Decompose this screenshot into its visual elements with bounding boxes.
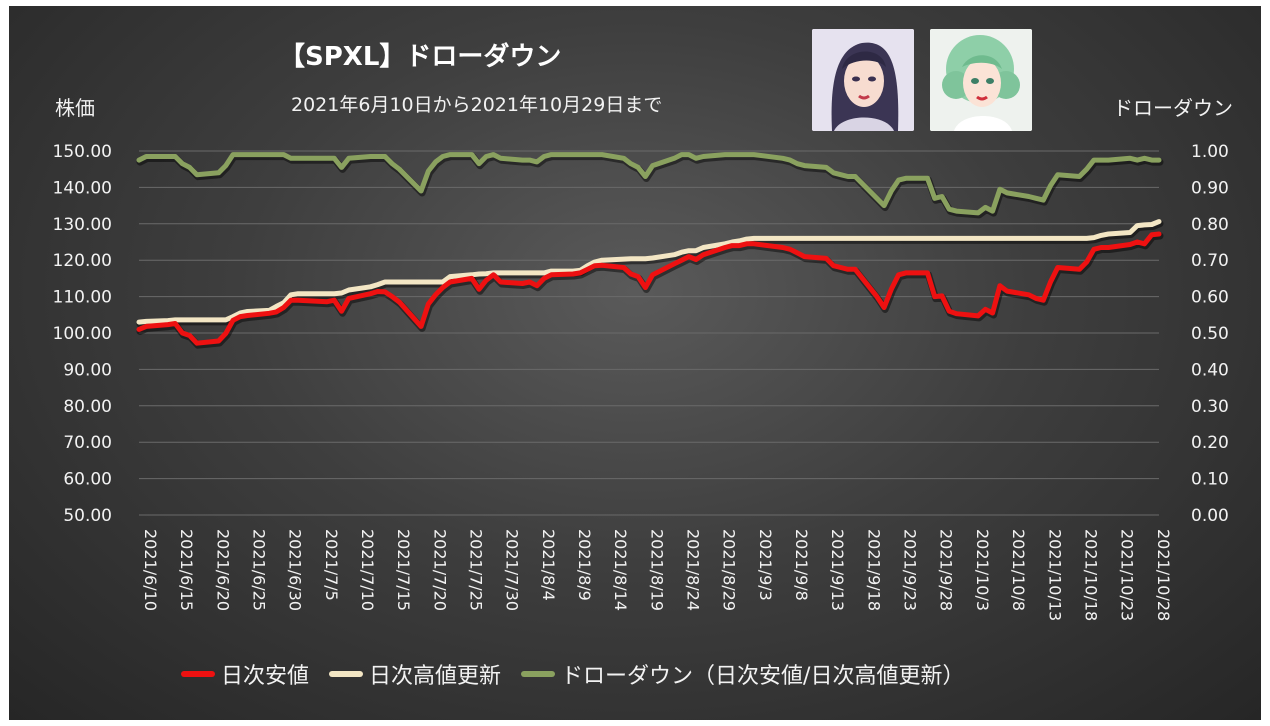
y-left-tick-label: 80.00 — [63, 397, 112, 417]
x-tick-label: 2021/6/20 — [213, 529, 232, 611]
x-tick-label: 2021/9/18 — [864, 529, 883, 611]
x-tick-label: 2021/10/28 — [1154, 529, 1173, 621]
x-tick-label: 2021/10/8 — [1009, 529, 1028, 611]
x-tick-label: 2021/6/30 — [286, 529, 305, 611]
y-right-tick-label: 1.00 — [1191, 142, 1229, 162]
chart-svg: 150.00 140.00 130.00 120.00 110.00 100.00 90.0… — [53, 142, 1229, 621]
y-left-tick-label: 50.00 — [63, 506, 112, 526]
x-tick-label: 2021/9/28 — [937, 529, 956, 611]
x-tick-label: 2021/8/19 — [647, 529, 666, 611]
y-right-tick-label: 0.90 — [1191, 178, 1229, 198]
x-tick-label: 2021/9/23 — [901, 529, 920, 611]
y-right-tick-label: 0.80 — [1191, 215, 1229, 235]
x-tick-label: 2021/7/10 — [358, 529, 377, 611]
y-right-tick-label: 0.30 — [1191, 397, 1229, 417]
x-tick-label: 2021/6/15 — [177, 529, 196, 611]
chart-title: 【SPXL】ドローダウン — [279, 42, 562, 72]
legend-item-drawdown: ドローダウン（日次安値/日次高値更新） — [521, 658, 964, 690]
x-tick-label: 2021/10/3 — [973, 529, 992, 611]
x-tick-label: 2021/8/9 — [575, 529, 594, 601]
y-left-tick-label: 90.00 — [63, 360, 112, 380]
x-tick-label: 2021/8/4 — [539, 529, 558, 601]
chart-subtitle: 2021年6月10日から2021年10月29日まで — [291, 94, 663, 116]
legend-swatch-price — [181, 671, 215, 677]
y-right-tick-label: 0.20 — [1191, 433, 1229, 453]
x-tick-label: 2021/8/29 — [720, 529, 739, 611]
legend-label-high: 日次高値更新 — [369, 664, 502, 689]
x-tick-label: 2021/7/25 — [467, 529, 486, 611]
y-right-tick-label: 0.00 — [1191, 506, 1229, 526]
legend-swatch-high — [329, 671, 364, 677]
x-tick-label: 2021/7/20 — [430, 529, 449, 611]
y-left-tick-label: 140.00 — [53, 178, 112, 198]
y-left-tick-label: 110.00 — [53, 288, 112, 308]
legend-item-high: 日次高値更新 — [329, 658, 501, 690]
y-right-tick-label: 0.10 — [1191, 470, 1229, 490]
x-tick-label: 2021/10/23 — [1118, 529, 1137, 621]
x-tick-label: 2021/7/30 — [503, 529, 522, 611]
y-left-tick-label: 120.00 — [53, 251, 112, 271]
x-tick-label: 2021/10/13 — [1045, 529, 1064, 621]
legend-label-drawdown: ドローダウン（日次安値/日次高値更新） — [561, 664, 965, 689]
y-axis-left-label: 株価 — [55, 96, 95, 120]
y-left-tick-label: 150.00 — [53, 142, 112, 162]
y-right-tick-label: 0.40 — [1191, 360, 1229, 380]
x-tick-label: 2021/6/25 — [250, 529, 269, 611]
x-tick-label: 2021/8/24 — [684, 529, 703, 611]
x-tick-label: 2021/8/14 — [611, 529, 630, 611]
y-right-tick-label: 0.50 — [1191, 324, 1229, 344]
series-line-drawdown — [136, 152, 1162, 216]
x-tick-label: 2021/9/8 — [792, 529, 811, 601]
chart-area: 【SPXL】ドローダウン 2021年6月10日から2021年10月29日まで 株… — [9, 6, 1261, 720]
y-left-tick-label: 60.00 — [63, 470, 112, 490]
x-tick-label: 2021/7/5 — [322, 529, 341, 601]
legend: 日次安値 日次高値更新 ドローダウン（日次安値/日次高値更新） — [181, 658, 984, 690]
y-left-tick-label: 100.00 — [53, 324, 112, 344]
woman-green-hair-portrait-icon — [930, 29, 1032, 131]
woman-dark-hair-portrait-icon — [812, 29, 914, 131]
series-line-low-price — [136, 231, 1162, 346]
y-right-tick-label: 0.70 — [1191, 251, 1229, 271]
y-left-tick-label: 130.00 — [53, 215, 112, 235]
legend-swatch-drawdown — [521, 671, 556, 677]
legend-item-price: 日次安値 — [181, 658, 309, 690]
x-tick-label: 2021/7/15 — [394, 529, 413, 611]
x-tick-label: 2021/9/13 — [828, 529, 847, 611]
y-right-tick-label: 0.60 — [1191, 288, 1229, 308]
series-line-high-update — [136, 219, 1162, 325]
x-tick-label: 2021/9/3 — [756, 529, 775, 601]
x-tick-label: 2021/10/18 — [1081, 529, 1100, 621]
y-left-tick-label: 70.00 — [63, 433, 112, 453]
x-tick-label: 2021/6/10 — [141, 529, 160, 611]
legend-label-price: 日次安値 — [221, 664, 310, 689]
y-axis-right-label: ドローダウン — [1113, 96, 1233, 120]
